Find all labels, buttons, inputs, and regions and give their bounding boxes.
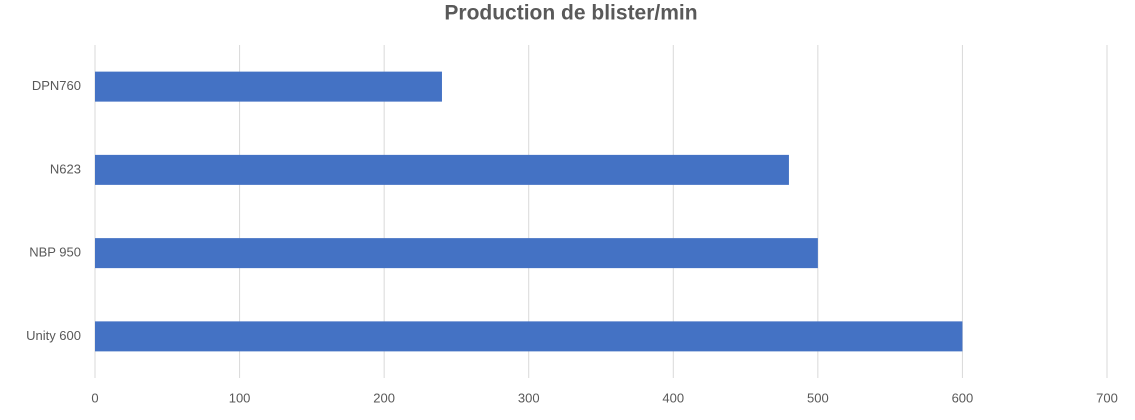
x-tick-label: 700	[1096, 390, 1118, 405]
x-tick-label: 500	[807, 390, 829, 405]
bar	[95, 71, 442, 102]
bar	[95, 321, 963, 352]
y-tick-label: Unity 600	[26, 328, 81, 343]
y-tick-label: NBP 950	[29, 245, 81, 260]
x-tick-label: 100	[229, 390, 251, 405]
x-tick-label: 300	[518, 390, 540, 405]
y-tick-label: N623	[50, 161, 81, 176]
x-tick-label: 400	[662, 390, 684, 405]
bar	[95, 154, 789, 185]
x-tick-label: 200	[373, 390, 395, 405]
chart-title: Production de blister/min	[444, 2, 697, 25]
y-tick-label: DPN760	[32, 78, 81, 93]
x-tick-label: 600	[952, 390, 974, 405]
bar	[95, 238, 818, 269]
x-tick-label: 0	[91, 390, 98, 405]
